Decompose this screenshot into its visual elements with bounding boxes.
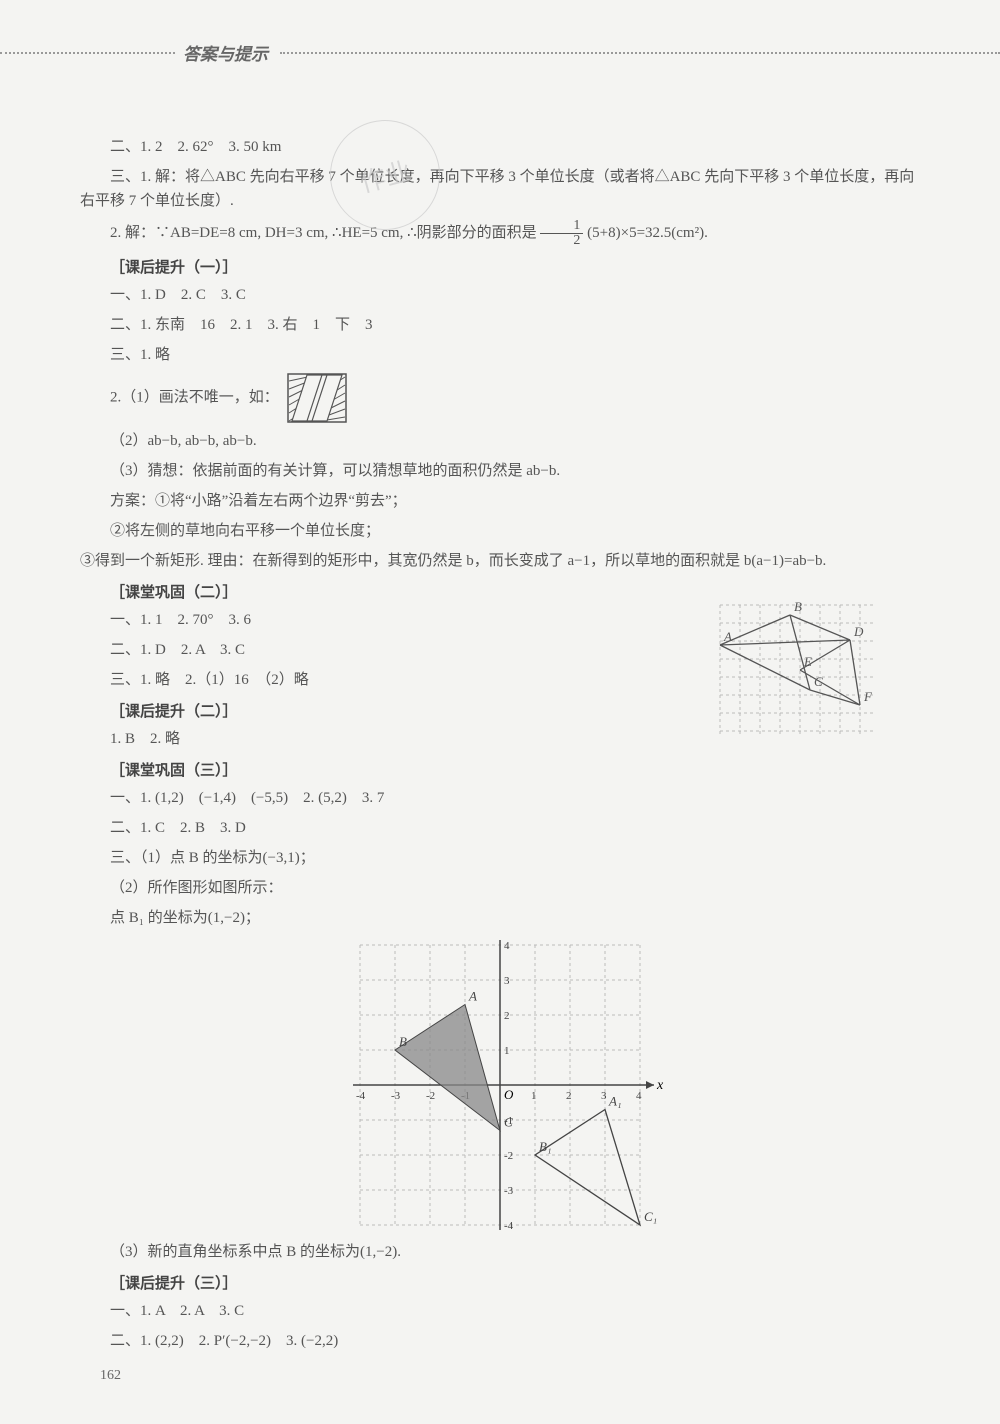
text-line: 三、1. 略	[80, 343, 920, 367]
text-line: 一、1. (1,2) (−1,4) (−5,5) 2. (5,2) 3. 7	[80, 786, 920, 810]
svg-text:1: 1	[531, 1090, 537, 1102]
svg-text:D: D	[853, 624, 864, 639]
answer-content: 二、1. 2 2. 62° 3. 50 km 三、1. 解：将△ABC 先向右平…	[0, 135, 1000, 1353]
page-number: 162	[100, 1368, 121, 1384]
text-line: 三、（1）点 B 的坐标为(−3,1)；	[80, 846, 920, 870]
text-line: 二、1. (2,2) 2. P′(−2,−2) 3. (−2,2)	[80, 1329, 920, 1353]
fraction-den: 2	[540, 234, 583, 248]
svg-text:-2: -2	[504, 1150, 513, 1162]
svg-text:O: O	[504, 1087, 514, 1102]
text-span: 2.（1）画法不唯一，如：	[110, 389, 279, 405]
svg-text:-3: -3	[391, 1090, 401, 1102]
text-line: 2.（1）画法不唯一，如：	[80, 373, 920, 423]
fraction: 1 2	[540, 219, 583, 248]
svg-text:3: 3	[601, 1090, 607, 1102]
text-line: 方案：①将“小路”沿着左右两个边界“剪去”；	[80, 489, 920, 513]
svg-text:1: 1	[504, 1045, 510, 1057]
text-line: ②将左侧的草地向右平移一个单位长度；	[80, 519, 920, 543]
svg-text:B: B	[794, 600, 802, 614]
text-line: 一、1. A 2. A 3. C	[80, 1299, 920, 1323]
page-header: 答案与提示	[0, 40, 1000, 65]
text-line: 二、1. 东南 16 2. 1 3. 右 1 下 3	[80, 313, 920, 337]
svg-text:2: 2	[504, 1010, 510, 1022]
text-line: （2）所作图形如图所示：	[80, 876, 920, 900]
svg-text:C: C	[814, 674, 823, 689]
svg-text:-4: -4	[504, 1220, 514, 1230]
svg-text:-4: -4	[356, 1090, 366, 1102]
svg-text:E: E	[803, 654, 812, 669]
svg-text:B: B	[399, 1034, 407, 1049]
text-line: 二、1. C 2. B 3. D	[80, 816, 920, 840]
svg-text:4: 4	[636, 1090, 642, 1102]
svg-text:4: 4	[504, 940, 510, 952]
text-span: 2. 解：∵AB=DE=8 cm, DH=3 cm, ∴HE=5 cm, ∴阴影…	[110, 225, 537, 241]
svg-text:A: A	[723, 629, 732, 644]
svg-text:C₁: C₁	[644, 1209, 657, 1224]
svg-text:-2: -2	[426, 1090, 435, 1102]
text-line: 点 B₁ 的坐标为(1,−2)；	[80, 906, 920, 930]
fraction-num: 1	[540, 219, 583, 234]
text-line: （3）猜想：依据前面的有关计算，可以猜想草地的面积仍然是 ab−b.	[80, 459, 920, 483]
text-line: 一、1. D 2. C 3. C	[80, 283, 920, 307]
header-dots-left	[0, 52, 175, 54]
section-heading: ［课堂巩固（三）］	[80, 759, 920, 780]
coordinate-figure: -4-4-3-3-2-2-1-111223344ABCA₁B₁C₁xyO	[335, 940, 665, 1230]
text-line: 2. 解：∵AB=DE=8 cm, DH=3 cm, ∴HE=5 cm, ∴阴影…	[80, 219, 920, 248]
right-grid-figure: A B C D E F	[715, 600, 880, 740]
section-heading: ［课堂巩固（二）］	[80, 581, 920, 602]
text-line: 二、1. 2 2. 62° 3. 50 km	[80, 135, 920, 159]
text-line: （3）新的直角坐标系中点 B 的坐标为(1,−2).	[80, 1240, 920, 1264]
text-span: (5+8)×5=32.5(cm²).	[587, 225, 708, 241]
svg-text:x: x	[656, 1078, 664, 1093]
section-heading: ［课后提升（三）］	[80, 1272, 920, 1293]
svg-text:2: 2	[566, 1090, 572, 1102]
text-line: ③得到一个新矩形. 理由：在新得到的矩形中，其宽仍然是 b，而长变成了 a−1，…	[80, 549, 920, 573]
svg-text:C: C	[504, 1115, 513, 1130]
header-dots-right	[280, 52, 1000, 54]
svg-text:A: A	[468, 989, 477, 1004]
text-line: 三、1. 解：将△ABC 先向右平移 7 个单位长度，再向下平移 3 个单位长度…	[80, 165, 920, 213]
header-title: 答案与提示	[183, 40, 268, 65]
section-heading: ［课后提升（一）］	[80, 256, 920, 277]
svg-text:3: 3	[504, 975, 510, 987]
small-hatched-figure	[287, 373, 347, 423]
svg-text:B₁: B₁	[539, 1139, 551, 1154]
svg-text:A₁: A₁	[608, 1094, 621, 1109]
svg-text:-3: -3	[504, 1185, 514, 1197]
text-line: （2）ab−b, ab−b, ab−b.	[80, 429, 920, 453]
svg-text:F: F	[863, 689, 873, 704]
